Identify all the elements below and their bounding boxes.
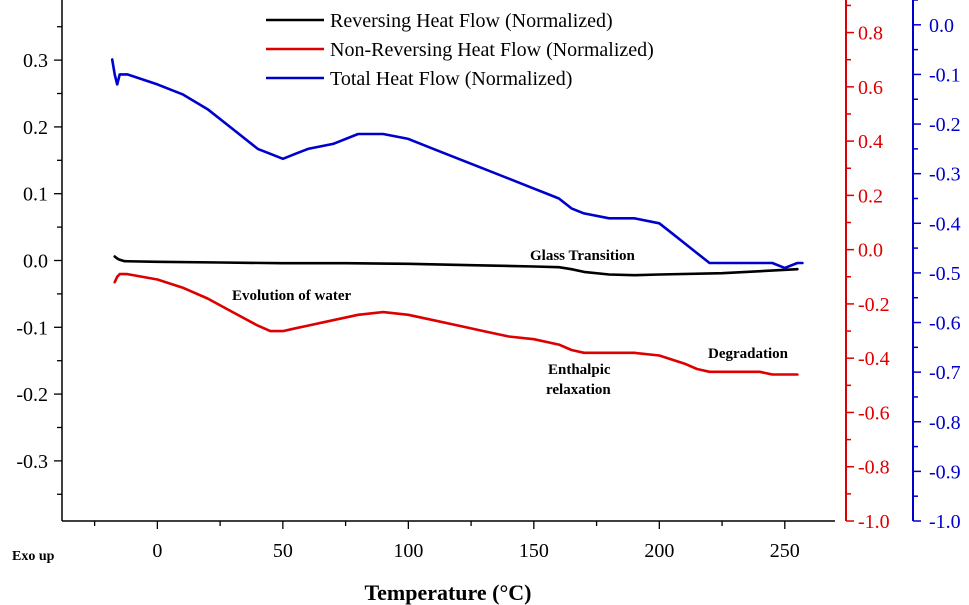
right-y-axis: -1.0 -0.9 -0.8 -0.7 -0.6 -0.5 -0.4 -0.3 -0.2 -0.1… [912,0,961,533]
right-tick-label: -0.3 [929,164,961,186]
x-tick-label: 50 [273,540,293,562]
exo-up-label: Exo up [12,549,55,564]
series-line-0 [113,255,799,277]
annotation-glass: Glass Transition [530,248,636,264]
right-tick-label: -0.6 [929,313,961,335]
middle-y-axis: -1.0 -0.8 -0.6 -0.4 -0.2 0.0 0.2 0.4 0.6 0.8 [845,0,890,533]
x-tick-label: 200 [644,540,674,562]
left-tick-label: 0.0 [23,251,48,273]
right-tick-label: -0.8 [929,412,961,434]
x-axis-label: Temperature (°C) [364,580,531,605]
middle-tick-label: 0.2 [858,185,883,207]
right-tick-label: -1.0 [929,511,961,533]
middle-tick-label: 0.0 [858,240,883,262]
legend-entry-2: Total Heat Flow (Normalized) [330,68,572,90]
right-tick-label: -0.1 [929,64,961,86]
series-line-1 [113,272,799,376]
x-tick-label: 0 [152,540,162,562]
middle-tick-label: 0.8 [858,23,883,45]
left-tick-label: -0.1 [16,317,48,339]
x-tick-label: 250 [770,540,800,562]
annotation-enthalpic1: Enthalpic [548,362,611,378]
legend-entry-0: Reversing Heat Flow (Normalized) [330,10,613,32]
left-tick-label: -0.3 [16,451,48,473]
annotation-enthalpic2: relaxation [546,382,611,398]
annotation-water: Evolution of water [232,288,352,304]
left-tick-label: 0.3 [23,50,48,72]
legend: Reversing Heat Flow (Normalized) Non-Reve… [266,10,654,90]
middle-tick-label: -1.0 [858,511,890,533]
right-tick-label: -0.7 [929,362,961,384]
middle-tick-label: -0.6 [858,402,890,424]
middle-tick-label: 0.6 [858,77,883,99]
right-tick-label: -0.5 [929,263,961,285]
left-tick-label: 0.2 [23,117,48,139]
series-line-2 [110,58,804,270]
x-tick-label: 150 [519,540,549,562]
x-axis: 0 50 100 150 200 250 [93,521,800,562]
annotation-degradation: Degradation [708,346,789,362]
x-tick-label: 100 [393,540,423,562]
right-tick-label: -0.4 [929,213,961,235]
right-tick-label: -0.9 [929,461,961,483]
series-layer [110,58,804,376]
left-tick-label: -0.2 [16,384,48,406]
right-tick-label: -0.2 [929,114,961,136]
left-tick-label: 0.1 [23,184,48,206]
right-tick-label: 0.0 [929,15,954,37]
legend-entry-1: Non-Reversing Heat Flow (Normalized) [330,39,654,61]
left-y-axis: -0.3 -0.2 -0.1 0.0 0.1 0.2 0.3 [16,26,62,495]
middle-tick-label: -0.4 [858,348,890,370]
middle-tick-label: 0.4 [858,131,883,153]
middle-tick-label: -0.8 [858,457,890,479]
middle-tick-label: -0.2 [858,294,890,316]
annotation-layer: Glass Transition Evolution of water Enthal… [232,248,789,398]
